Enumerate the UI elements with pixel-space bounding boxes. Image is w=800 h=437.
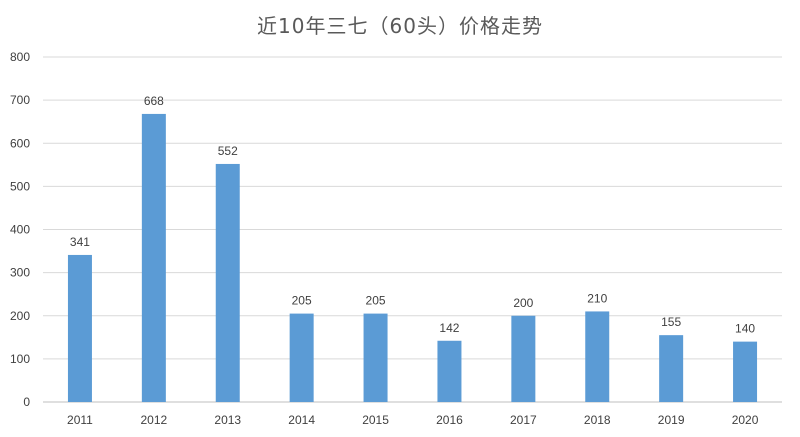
bar-2019 — [659, 335, 684, 402]
chart-title: 近10年三七（60头）价格走势 — [257, 14, 543, 38]
bar-2012 — [141, 113, 166, 403]
data-label-2011: 341 — [70, 235, 90, 249]
bar-2013 — [215, 163, 240, 402]
y-axis-ticks: 0 100 200 300 400 500 600 700 800 — [10, 50, 30, 409]
x-tick-label-2020: 2020 — [732, 413, 759, 427]
bar-2016 — [437, 340, 462, 402]
x-tick-label-2011: 2011 — [67, 413, 93, 427]
y-tick-label: 600 — [10, 136, 30, 150]
data-labels: 341 668 552 205 205 142 200 210 155 140 — [70, 94, 755, 336]
x-tick-label-2018: 2018 — [584, 413, 611, 427]
y-tick-label: 500 — [10, 179, 30, 193]
x-tick-label-2016: 2016 — [436, 413, 463, 427]
y-tick-label: 100 — [10, 352, 30, 366]
x-tick-label-2013: 2013 — [214, 413, 241, 427]
y-tick-label: 200 — [10, 309, 30, 323]
x-tick-label-2015: 2015 — [362, 413, 389, 427]
data-label-2016: 142 — [439, 321, 459, 335]
bar-2020 — [733, 341, 758, 402]
y-tick-label: 800 — [10, 50, 30, 64]
y-tick-label: 0 — [23, 395, 30, 409]
data-label-2014: 205 — [292, 294, 312, 308]
x-tick-label-2017: 2017 — [510, 413, 537, 427]
data-label-2018: 210 — [587, 291, 607, 305]
data-label-2012: 668 — [144, 94, 164, 108]
y-tick-label: 400 — [10, 223, 30, 237]
bar-2017 — [511, 315, 536, 402]
data-label-2017: 200 — [513, 296, 533, 310]
x-tick-label-2014: 2014 — [288, 413, 315, 427]
data-label-2013: 552 — [218, 144, 238, 158]
bar-2015 — [363, 313, 388, 402]
bar-2011 — [67, 254, 92, 402]
y-tick-label: 300 — [10, 266, 30, 280]
x-axis-ticks: 2011 2012 2013 2014 2015 2016 2017 2018 2019 2020 — [67, 413, 759, 427]
data-label-2019: 155 — [661, 315, 681, 329]
bars — [67, 113, 758, 403]
bar-2018 — [585, 311, 610, 402]
y-tick-label: 700 — [10, 93, 30, 107]
x-tick-label-2019: 2019 — [658, 413, 685, 427]
gridlines — [43, 56, 782, 403]
bar-2014 — [289, 313, 314, 402]
x-tick-label-2012: 2012 — [140, 413, 167, 427]
data-label-2020: 140 — [735, 322, 755, 336]
data-label-2015: 205 — [366, 294, 386, 308]
